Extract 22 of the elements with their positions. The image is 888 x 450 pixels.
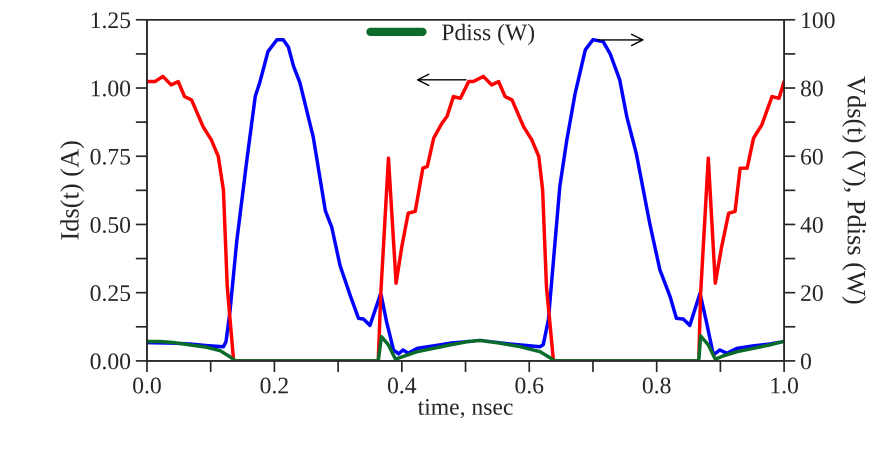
x-tick-label: 0.0 bbox=[133, 378, 161, 394]
y2-tick-label: 0 bbox=[800, 353, 811, 370]
y2-tick-label: 100 bbox=[802, 12, 835, 28]
y2-tick-label: 80 bbox=[800, 80, 823, 96]
y2-tick-label: 20 bbox=[801, 285, 823, 302]
x-tick-label: 0.2 bbox=[260, 378, 288, 394]
y-tick-label: 0.00 bbox=[90, 353, 130, 370]
y-tick-label: 0.75 bbox=[90, 148, 130, 165]
x-tick-label: 0.4 bbox=[388, 378, 416, 394]
x-tick-label: 0.8 bbox=[642, 378, 671, 394]
x-tick-label: 1.0 bbox=[771, 378, 798, 394]
y2-tick-label: 60 bbox=[801, 148, 823, 165]
y2-tick-label: 40 bbox=[800, 216, 823, 233]
y-tick-label: 0.50 bbox=[90, 216, 130, 233]
y-tick-label: 1.00 bbox=[92, 80, 130, 97]
y-tick-label: 0.25 bbox=[90, 285, 130, 302]
x-tick-label: 0.6 bbox=[515, 378, 544, 394]
legend-label: Pdiss (W) bbox=[442, 24, 534, 46]
y-tick-label: 1.25 bbox=[92, 12, 130, 28]
x-axis-title: time, nsec bbox=[418, 399, 513, 418]
y-axis-title: Ids(t) (A) bbox=[60, 141, 84, 240]
y2-axis-title: Vds(t) (V), Pdiss (W) bbox=[842, 76, 866, 304]
